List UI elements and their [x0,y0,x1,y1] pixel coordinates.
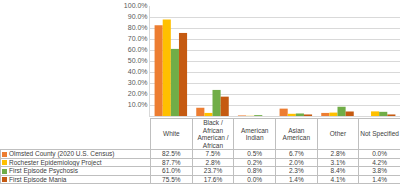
svg-text:40.0%: 40.0% [128,68,148,75]
svg-text:60.0%: 60.0% [128,46,148,53]
html-text:0.2%: 0.2% [247,158,262,166]
svg-text:50.0%: 50.0% [128,57,148,64]
svg-text:80.0%: 80.0% [128,24,148,31]
svg-text:10.0%: 10.0% [128,101,148,108]
html-text:Not Specified: Not Specified [360,130,399,138]
svg-text:30.0%: 30.0% [128,79,148,86]
html-text:61.0%: 61.0% [162,167,181,174]
html-text:American Indian: American Indian [240,126,269,141]
html-text:Rochester Epidemiology Project: Rochester Epidemiology Project [9,158,102,166]
svg-text:100.0%: 100.0% [124,2,148,9]
html-text:0.0%: 0.0% [247,175,262,183]
html-text:First Episode Mania: First Episode Mania [9,175,67,183]
svg-text:70.0%: 70.0% [128,35,148,42]
html-text:1.4%: 1.4% [288,175,304,183]
html-text:8.4%: 8.4% [330,167,346,174]
html-text:0.0%: 0.0% [372,150,387,157]
html-text:3.8%: 3.8% [372,167,387,174]
html-text:2.3%: 2.3% [288,167,304,174]
svg-text:90.0%: 90.0% [128,13,148,20]
html-text:6.7%: 6.7% [288,150,304,157]
html-text:2.8%: 2.8% [205,158,221,166]
html-text:75.5%: 75.5% [162,175,181,183]
html-text:Black / African American / Afr: Black / African American / African [197,119,229,149]
html-text:2.0%: 2.0% [288,158,304,166]
html-text:4.2%: 4.2% [372,158,387,166]
html-text:First Episode Psychosis: First Episode Psychosis [9,167,78,174]
html-text:Other: Other [329,130,347,138]
html-text:Asian American: Asian American [282,126,310,141]
html-text:87.7%: 87.7% [162,158,181,166]
svg-text:20.0%: 20.0% [128,90,148,97]
html-text:Olmsted County (2020 U.S. Cens: Olmsted County (2020 U.S. Census) [9,150,115,157]
html-text:23.7%: 23.7% [203,167,223,174]
html-text:0.5%: 0.5% [247,150,262,157]
html-text:1.4%: 1.4% [372,175,387,183]
html-text:White: White [163,130,180,138]
html-text:17.6%: 17.6% [203,175,223,183]
html-text:2.8%: 2.8% [330,150,346,157]
html-text:4.1%: 4.1% [330,175,346,183]
html-text:3.1%: 3.1% [330,158,346,166]
html-text:82.5%: 82.5% [162,150,181,157]
html-text:0.8%: 0.8% [247,167,262,174]
html-text:7.5%: 7.5% [205,150,221,157]
